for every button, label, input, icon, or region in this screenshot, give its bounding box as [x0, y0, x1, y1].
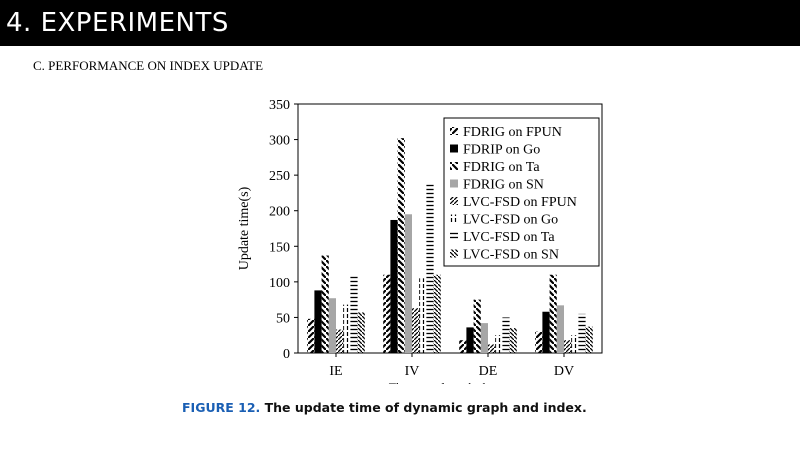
bar [390, 219, 398, 353]
y-tick-label: 250 [269, 169, 290, 184]
bar [336, 329, 344, 353]
bar [535, 331, 543, 353]
legend-swatch [450, 197, 458, 205]
update-time-bar-chart: 0 50 100 150 200 250 300 350 Update time(s) IE IV D… [237, 98, 603, 384]
bar [542, 311, 550, 353]
bar [578, 313, 586, 353]
legend-label: LVC-FSD on Ta [463, 230, 555, 245]
title-bar: 4. EXPERIMENTS [0, 0, 800, 46]
legend-label: LVC-FSD on Go [463, 213, 558, 228]
figure-caption: FIGURE 12. The update time of dynamic gr… [182, 400, 587, 415]
bar [343, 304, 351, 353]
bar [383, 274, 391, 353]
legend-swatch [450, 249, 458, 258]
y-tick-label: 350 [269, 98, 290, 113]
bar [397, 138, 405, 353]
bar [426, 183, 434, 353]
bar [495, 335, 503, 353]
chart-container: 0 50 100 150 200 250 300 350 Update time(s) IE IV D… [230, 92, 610, 384]
x-tick-label: DV [554, 364, 574, 379]
figure-label: FIGURE 12. [182, 400, 261, 415]
bar [314, 290, 322, 353]
bar [404, 214, 412, 353]
section-heading: C. PERFORMANCE ON INDEX UPDATE [33, 58, 264, 73]
x-axis-label: The type of graph change [389, 380, 512, 384]
plot-frame [297, 103, 603, 354]
bar [549, 274, 557, 353]
legend-label: FDRIG on Ta [463, 160, 540, 175]
bar [571, 335, 579, 353]
bar [357, 312, 365, 353]
bar [328, 298, 336, 353]
bar [585, 326, 593, 353]
bar [433, 274, 441, 353]
legend-label: FDRIP on Go [463, 143, 540, 158]
bar [502, 317, 510, 353]
bar [350, 274, 358, 353]
y-tick-label: 0 [283, 347, 290, 362]
legend-swatch [450, 232, 458, 240]
y-axis-label: Update time(s) [237, 186, 252, 270]
bar [509, 328, 517, 353]
x-tick-label: DE [479, 364, 498, 379]
bar [419, 278, 427, 353]
legend-swatch [450, 214, 458, 223]
y-tick-label: 200 [269, 205, 290, 220]
legend-swatch [450, 144, 458, 153]
slide-title: 4. EXPERIMENTS [6, 8, 229, 38]
legend-label: LVC-FSD on SN [463, 248, 559, 263]
bar [488, 344, 496, 353]
bar [564, 340, 572, 353]
legend-swatch [450, 127, 458, 135]
y-tick-label: 300 [269, 134, 290, 149]
bar [307, 318, 315, 353]
x-tick-label: IE [329, 364, 342, 379]
legend-label: FDRIG on FPUN [463, 125, 562, 140]
legend-label: FDRIG on SN [463, 178, 544, 193]
bar [459, 340, 467, 353]
bar [466, 327, 474, 353]
bar [321, 255, 329, 353]
bar [412, 308, 420, 353]
x-tick-label: IV [405, 364, 420, 379]
bar [556, 305, 564, 353]
y-tick-label: 50 [276, 311, 290, 326]
legend-label: LVC-FSD on FPUN [463, 195, 577, 210]
legend-box [443, 117, 600, 267]
bar [480, 323, 488, 353]
y-tick-label: 100 [269, 276, 290, 291]
y-tick-label: 150 [269, 240, 290, 255]
figure-caption-text: The update time of dynamic graph and ind… [264, 400, 587, 415]
bar [473, 299, 481, 353]
legend-swatch [450, 162, 458, 170]
legend-swatch [450, 179, 458, 188]
